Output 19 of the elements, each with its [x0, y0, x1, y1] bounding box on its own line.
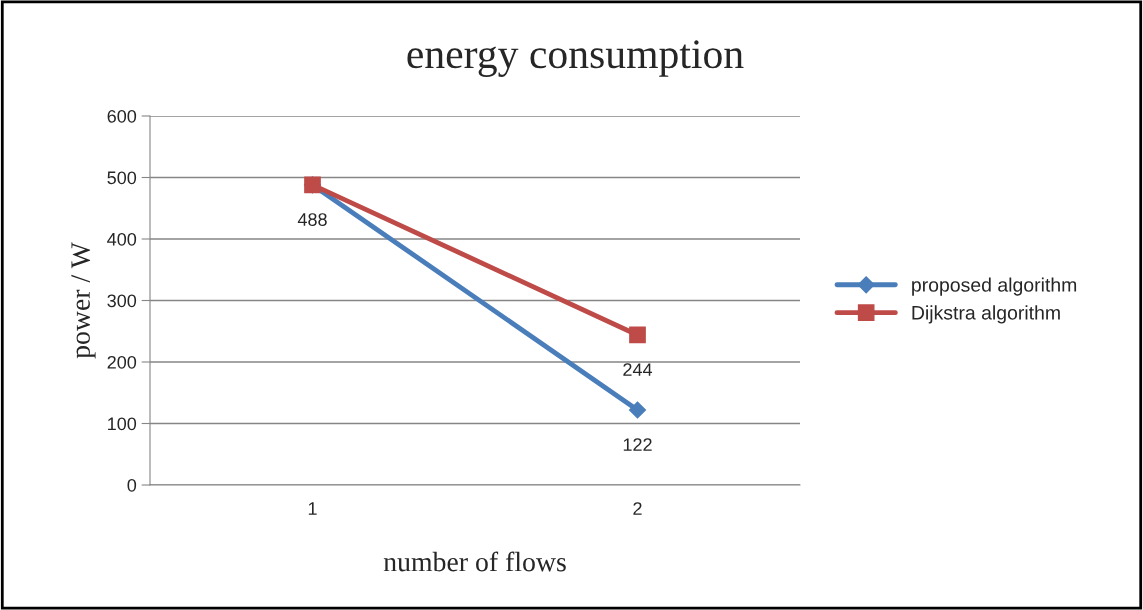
- y-tick-label: 0: [127, 478, 137, 492]
- x-tick-label: 2: [633, 502, 642, 515]
- chart-title: energy consumption: [407, 40, 744, 77]
- legend-label: proposed algorithm: [912, 277, 1077, 296]
- y-tick-label: 200: [107, 355, 137, 369]
- y-tick-label: 100: [108, 417, 137, 431]
- y-tick-label: 600: [107, 109, 137, 123]
- legend-label: Dijkstra algorithm: [912, 305, 1060, 324]
- data-label: 122: [623, 438, 652, 451]
- y-axis-title: power / W: [71, 242, 96, 359]
- y-tick-label: 400: [107, 232, 137, 246]
- point: [629, 326, 646, 344]
- y-tick-label: 500: [107, 171, 137, 185]
- data-label: 488: [297, 213, 327, 226]
- data-label: 244: [623, 363, 653, 376]
- y-tick-label: 300: [107, 294, 137, 308]
- point: [628, 401, 647, 419]
- x-tick-label: 1: [308, 502, 317, 515]
- x-axis-title: number of flows: [383, 551, 566, 572]
